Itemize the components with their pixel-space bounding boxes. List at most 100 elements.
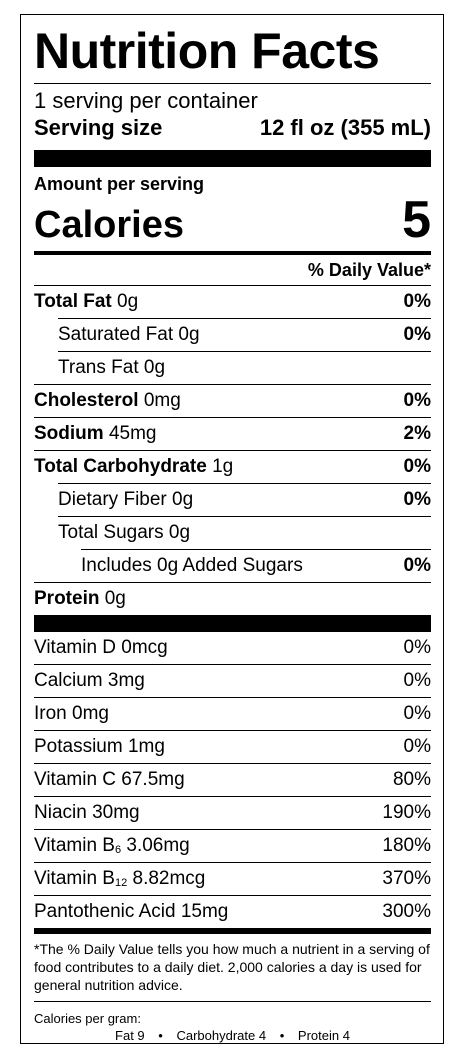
nutrient-dv: 0% <box>403 390 431 411</box>
vitamin-row-calcium: Calcium 3mg 0% <box>34 665 431 697</box>
vitamin-label: Pantothenic Acid 15mg <box>34 901 229 922</box>
calories-value: 5 <box>402 191 431 249</box>
vitamin-row-vitamin-d: Vitamin D 0mcg 0% <box>34 632 431 664</box>
calories-label: Calories <box>34 204 184 246</box>
protein-per-gram: Protein 4 <box>297 1028 350 1043</box>
divider <box>34 83 431 84</box>
nutrient-amount: 1g <box>212 456 234 477</box>
vitamin-dv: 0% <box>403 703 431 724</box>
calories-row: Calories 5 <box>34 191 431 249</box>
vitamin-amount: 8.82mcg <box>132 868 206 889</box>
nutrient-dv: 2% <box>403 423 431 444</box>
vitamin-label: Vitamin C 67.5mg <box>34 769 185 790</box>
fat-per-gram: Fat 9 <box>115 1028 145 1043</box>
divider <box>34 285 431 286</box>
vitamin-dv: 0% <box>403 637 431 658</box>
bullet-separator: • <box>279 1028 285 1043</box>
divider <box>81 549 431 550</box>
divider <box>58 483 431 484</box>
nutrient-dv: 0% <box>403 489 431 510</box>
nutrient-row-total-sugars: Total Sugars 0g <box>58 517 431 549</box>
nutrient-amount: 0g <box>104 588 126 609</box>
nutrient-label: Protein <box>34 588 100 609</box>
nutrient-amount: 0g <box>168 522 191 543</box>
vitamin-subscript: 6 <box>114 844 122 856</box>
nutrient-label: Sodium <box>34 423 104 444</box>
vitamin-row-vitamin-c: Vitamin C 67.5mg 80% <box>34 764 431 796</box>
divider <box>34 763 431 764</box>
nutrient-amount: 0g <box>172 489 194 510</box>
amount-per-serving: Amount per serving <box>34 174 205 194</box>
nutrient-label: Saturated Fat <box>58 324 174 345</box>
nutrient-amount: 0g <box>117 291 139 312</box>
vitamin-label: Potassium 1mg <box>34 736 165 757</box>
vitamin-label-prefix: Vitamin B <box>34 835 115 856</box>
divider <box>58 516 431 517</box>
label-title: Nutrition Facts <box>34 23 380 79</box>
vitamin-dv: 180% <box>382 835 431 856</box>
divider <box>34 417 431 418</box>
carbohydrate-per-gram: Carbohydrate 4 <box>176 1028 267 1043</box>
nutrient-label: Trans Fat <box>58 357 139 378</box>
divider <box>58 351 431 352</box>
serving-size-row: Serving size 12 fl oz (355 mL) <box>34 114 431 142</box>
thick-divider <box>34 150 431 167</box>
nutrient-amount: 0g <box>143 357 166 378</box>
vitamin-label-prefix: Vitamin B <box>34 868 115 889</box>
vitamin-label: Iron 0mg <box>34 703 109 724</box>
nutrient-row-saturated-fat: Saturated Fat 0g 0% <box>58 319 431 351</box>
vitamin-label: Niacin 30mg <box>34 802 140 823</box>
servings-per-container: 1 serving per container <box>34 88 258 113</box>
daily-value-footnote: *The % Daily Value tells you how much a … <box>34 941 430 993</box>
divider <box>34 697 431 698</box>
serving-size-value: 12 fl oz (355 mL) <box>259 115 431 140</box>
vitamin-dv: 0% <box>403 670 431 691</box>
vitamin-row-iron: Iron 0mg 0% <box>34 698 431 730</box>
nutrient-row-trans-fat: Trans Fat 0g <box>58 352 431 384</box>
thick-divider <box>34 615 431 632</box>
divider <box>34 450 431 451</box>
nutrient-dv: 0% <box>403 291 431 312</box>
divider <box>34 829 431 830</box>
calories-per-gram: Calories per gram: Fat 9 • Carbohydrate … <box>34 1002 431 1044</box>
vitamin-amount: 3.06mg <box>126 835 190 856</box>
vitamin-dv: 300% <box>382 901 431 922</box>
nutrition-facts-label: Nutrition Facts 1 serving per container … <box>20 14 444 1044</box>
nutrient-label: Dietary Fiber <box>58 489 167 510</box>
vitamin-dv: 190% <box>382 802 431 823</box>
daily-value-header: % Daily Value* <box>307 260 431 280</box>
nutrient-dv: 0% <box>403 555 431 576</box>
vitamin-dv: 0% <box>403 736 431 757</box>
divider <box>34 796 431 797</box>
divider <box>58 318 431 319</box>
medium-divider <box>34 928 431 934</box>
nutrient-label: Cholesterol <box>34 390 139 411</box>
nutrient-dv: 0% <box>403 324 431 345</box>
calories-per-gram-values: Fat 9 • Carbohydrate 4 • Protein 4 <box>34 1027 431 1044</box>
medium-divider <box>34 251 431 255</box>
divider <box>34 384 431 385</box>
bullet-separator: • <box>158 1028 163 1043</box>
nutrient-amount: 0g <box>178 324 200 345</box>
nutrient-amount: 0mg <box>143 390 181 411</box>
vitamin-dv: 370% <box>382 868 431 889</box>
nutrient-row-total-fat: Total Fat 0g 0% <box>34 286 431 318</box>
nutrient-dv: 0% <box>403 456 431 477</box>
nutrient-amount: 45mg <box>108 423 157 444</box>
nutrient-row-protein: Protein 0g <box>34 583 431 615</box>
nutrient-label: Total Fat <box>34 291 112 312</box>
divider <box>34 730 431 731</box>
divider <box>34 582 431 583</box>
divider <box>34 1001 431 1002</box>
nutrient-row-added-sugars: Includes 0g Added Sugars 0% <box>81 550 431 582</box>
calories-per-gram-label: Calories per gram: <box>34 1011 141 1026</box>
nutrient-row-dietary-fiber: Dietary Fiber 0g 0% <box>58 484 431 516</box>
vitamin-row-pantothenic-acid: Pantothenic Acid 15mg 300% <box>34 896 431 928</box>
divider <box>34 862 431 863</box>
vitamin-row-vitamin-b6: Vitamin B6 3.06mg 180% <box>34 830 431 862</box>
vitamin-row-potassium: Potassium 1mg 0% <box>34 731 431 763</box>
vitamin-row-niacin: Niacin 30mg 190% <box>34 797 431 829</box>
nutrient-label: Includes 0g Added Sugars <box>81 555 303 576</box>
nutrient-row-total-carbohydrate: Total Carbohydrate 1g 0% <box>34 451 431 483</box>
divider <box>34 664 431 665</box>
